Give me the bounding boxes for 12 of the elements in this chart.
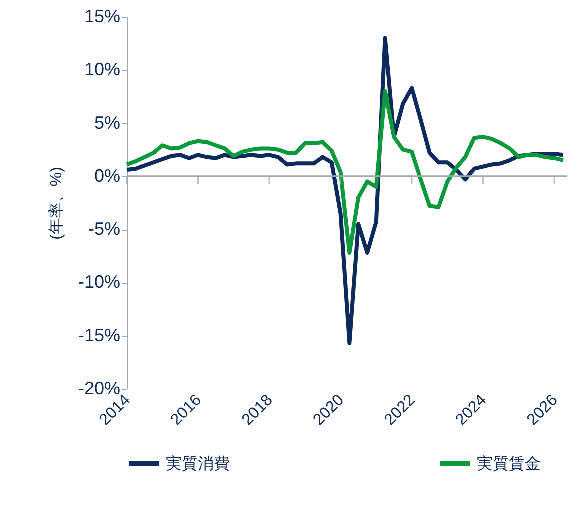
y-tick-label: -10% xyxy=(78,272,120,292)
y-tick-label: -15% xyxy=(78,325,120,346)
y-tick-label: 10% xyxy=(84,60,120,80)
line-series xyxy=(125,89,566,255)
y-tick-label: -5% xyxy=(88,219,120,240)
legend-label: 実質賃金 xyxy=(477,454,541,473)
y-tick-label: 0% xyxy=(94,166,120,186)
y-tick-label: 15% xyxy=(84,6,120,26)
y-tick-label: 5% xyxy=(94,112,120,133)
y-tick-label: -20% xyxy=(78,378,120,398)
legend-label: 実質消費 xyxy=(166,454,230,473)
y-axis-title: (年率、%) xyxy=(47,167,66,240)
